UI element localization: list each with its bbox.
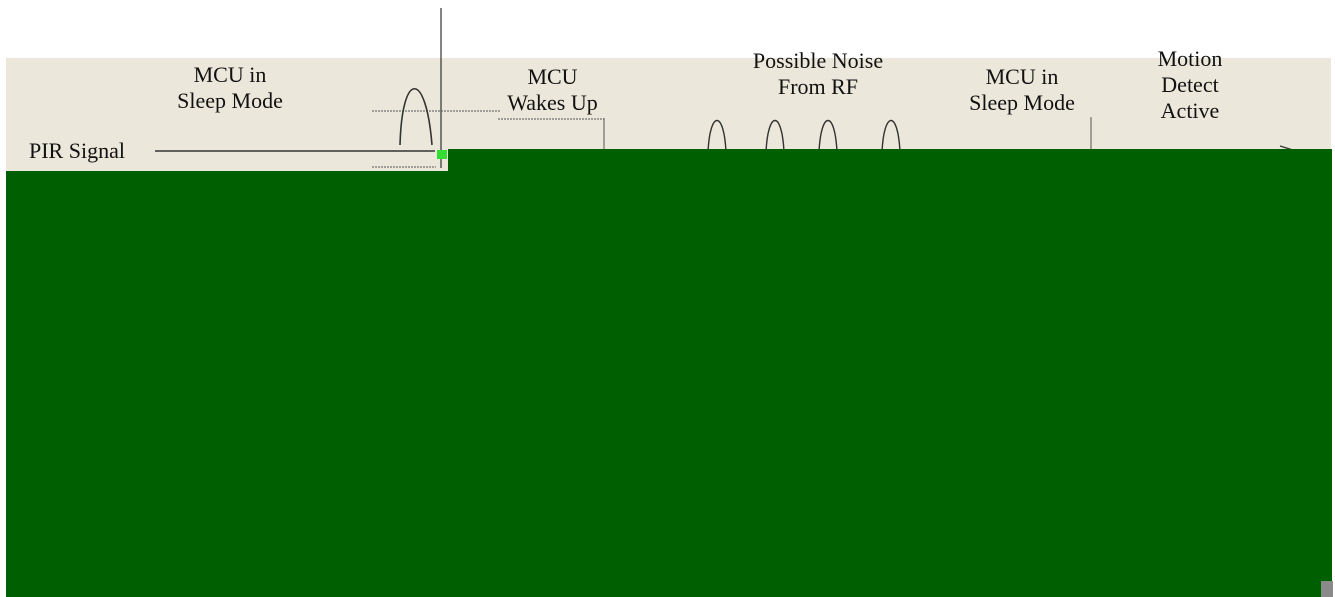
label-motion-line3: Active	[1160, 98, 1220, 123]
label-mcu-sleep-1-line1: MCU in	[193, 62, 267, 87]
label-noise-line1: Possible Noise	[752, 48, 884, 73]
label-mcu-sleep-1: MCU in Sleep Mode	[155, 62, 305, 114]
label-mcu-wakes-line1: MCU	[527, 64, 578, 89]
label-mcu-sleep-1-line2: Sleep Mode	[177, 88, 283, 113]
marker-green	[437, 150, 447, 159]
pir-pulse	[399, 87, 433, 146]
label-pir-signal: PIR Signal	[29, 138, 125, 163]
noise-pulse-1	[707, 119, 727, 153]
green-overlay-lower	[6, 171, 1332, 597]
label-motion-line1: Motion	[1157, 46, 1223, 71]
label-mcu-wakes: MCU Wakes Up	[490, 64, 615, 116]
panel-background-left	[6, 80, 436, 173]
noise-pulse-4	[881, 119, 901, 153]
label-noise-line2: From RF	[777, 74, 859, 99]
label-mcu-sleep-2-line2: Sleep Mode	[969, 90, 1075, 115]
label-mcu-wakes-line2: Wakes Up	[507, 90, 598, 115]
noise-pulse-3	[818, 119, 838, 153]
corner-square	[1321, 581, 1333, 597]
label-mcu-sleep-2: MCU in Sleep Mode	[952, 64, 1092, 116]
label-motion: Motion Detect Active	[1140, 46, 1240, 124]
noise-pulse-2	[765, 119, 785, 153]
label-motion-line2: Detect	[1161, 72, 1219, 97]
label-mcu-sleep-2-line1: MCU in	[985, 64, 1059, 89]
label-noise: Possible Noise From RF	[728, 48, 908, 100]
